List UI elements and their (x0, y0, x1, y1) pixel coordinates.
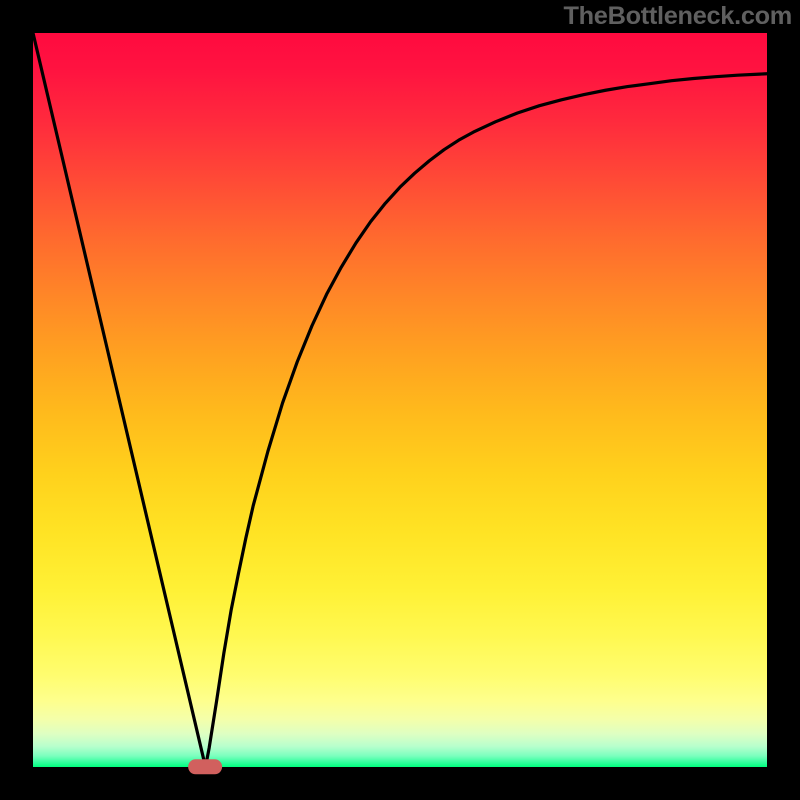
minimum-marker (189, 759, 223, 774)
plot-area (33, 33, 767, 767)
watermark-text: TheBottleneck.com (563, 2, 792, 31)
bottleneck-curve (33, 33, 767, 767)
chart-container: TheBottleneck.com (0, 0, 800, 800)
curve-layer (33, 33, 767, 767)
